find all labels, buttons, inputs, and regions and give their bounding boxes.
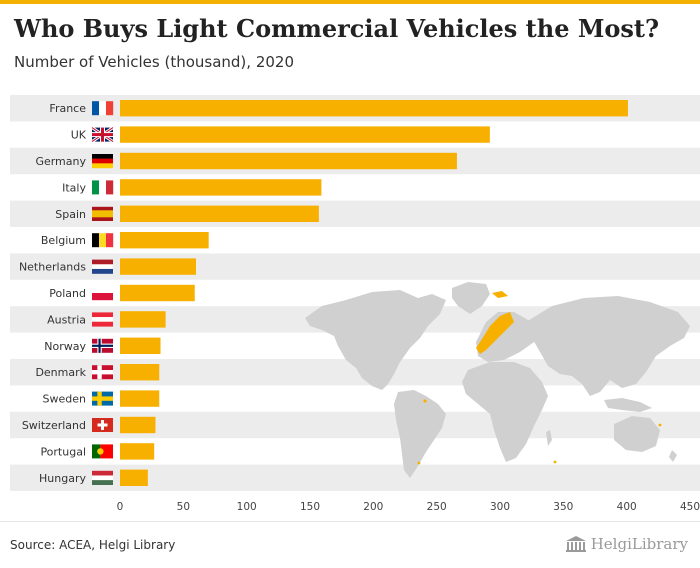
category-label: Belgium — [41, 234, 86, 247]
category-label: Denmark — [35, 366, 86, 379]
category-label: Italy — [62, 181, 86, 194]
bar-chart: France UK Germany Italy Spain Belgium Netherla… — [10, 95, 700, 513]
map-highlight-dot — [423, 399, 427, 403]
category-label: Norway — [44, 340, 86, 353]
map-australia — [614, 416, 660, 452]
category-label: Netherlands — [19, 261, 86, 274]
category-label: Germany — [35, 155, 86, 168]
row-band — [10, 200, 700, 227]
x-tick-label: 150 — [300, 501, 320, 513]
category-label: Portugal — [40, 445, 86, 458]
category-label: Switzerland — [22, 419, 86, 432]
bar-germany — [120, 152, 457, 170]
map-north-america — [305, 290, 446, 390]
bar-france — [120, 100, 628, 117]
flag-switzerland-icon — [92, 418, 113, 432]
helgi-library-logo: HelgiLibrary — [565, 532, 688, 556]
x-tick-label: 350 — [553, 501, 573, 513]
bar-denmark — [120, 364, 160, 381]
map-madagascar — [546, 430, 552, 446]
flag-italy-icon — [92, 180, 114, 195]
footer-divider — [0, 521, 700, 522]
bar-sweden — [120, 390, 160, 407]
category-label: Sweden — [43, 393, 86, 406]
category-label: Hungary — [39, 472, 86, 485]
category-label: Austria — [47, 313, 86, 326]
bars — [120, 100, 628, 486]
bar-spain — [120, 205, 319, 222]
flag-belgium-icon — [92, 233, 114, 248]
category-label: Poland — [49, 287, 86, 300]
row-band — [10, 411, 700, 439]
map-south-america — [394, 390, 446, 478]
x-tick-label: 50 — [177, 501, 190, 513]
x-tick-label: 0 — [117, 501, 124, 513]
category-labels: France UK Germany Italy Spain Belgium Netherla… — [19, 102, 87, 485]
bar-uk — [120, 126, 490, 143]
row-band — [10, 253, 700, 280]
flag-netherlands-icon — [92, 259, 113, 274]
flag-denmark-icon — [92, 365, 113, 380]
chart-title: Who Buys Light Commercial Vehicles the M… — [14, 14, 660, 43]
x-tick-label: 300 — [490, 501, 510, 513]
flag-france-icon — [92, 101, 114, 116]
x-tick-label: 400 — [617, 501, 637, 513]
x-tick-label: 100 — [237, 501, 257, 513]
category-label: France — [49, 102, 86, 115]
bar-hungary — [120, 469, 148, 486]
flag-austria-icon — [92, 312, 113, 327]
x-tick-label: 450 — [680, 501, 700, 513]
map-greenland — [452, 282, 490, 314]
map-highlight-dot — [417, 461, 421, 465]
world-map — [305, 282, 690, 478]
source-note: Source: ACEA, Helgi Library — [10, 538, 176, 552]
bar-switzerland — [120, 416, 156, 434]
library-building-icon — [565, 536, 586, 552]
map-africa — [462, 362, 548, 462]
flag-uk-icon — [91, 126, 114, 143]
country-flags — [91, 101, 114, 485]
map-indonesia — [604, 398, 652, 412]
x-axis-ticks: 0 50 100 150 200 250 300 350 400 450 — [117, 501, 700, 513]
x-tick-label: 250 — [427, 501, 447, 513]
map-highlight-europe — [476, 312, 514, 354]
flag-hungary-icon — [92, 470, 113, 485]
x-tick-label: 200 — [363, 501, 383, 513]
map-highlight-iceland — [492, 291, 508, 298]
row-band — [10, 464, 700, 491]
map-highlight-dot — [553, 460, 557, 464]
flag-norway-icon — [92, 338, 113, 353]
flag-poland-icon — [92, 286, 113, 301]
bar-poland — [120, 284, 195, 302]
map-asia — [526, 296, 690, 396]
bar-portugal — [120, 443, 155, 460]
flag-spain-icon — [92, 206, 113, 221]
flag-germany-icon — [92, 154, 113, 169]
bar-netherlands — [120, 258, 196, 275]
chart-subtitle: Number of Vehicles (thousand), 2020 — [14, 53, 294, 71]
flag-portugal-icon — [92, 444, 113, 459]
map-highlight-dot — [658, 423, 662, 427]
bar-austria — [120, 311, 166, 328]
accent-top-bar — [0, 0, 700, 4]
logo-text: HelgiLibrary — [590, 535, 688, 553]
flag-sweden-icon — [92, 391, 113, 406]
category-label: Spain — [55, 208, 86, 221]
bar-belgium — [120, 232, 209, 249]
map-new-zealand — [669, 450, 677, 462]
bar-norway — [120, 337, 161, 354]
category-label: UK — [71, 129, 87, 142]
bar-italy — [120, 179, 322, 196]
